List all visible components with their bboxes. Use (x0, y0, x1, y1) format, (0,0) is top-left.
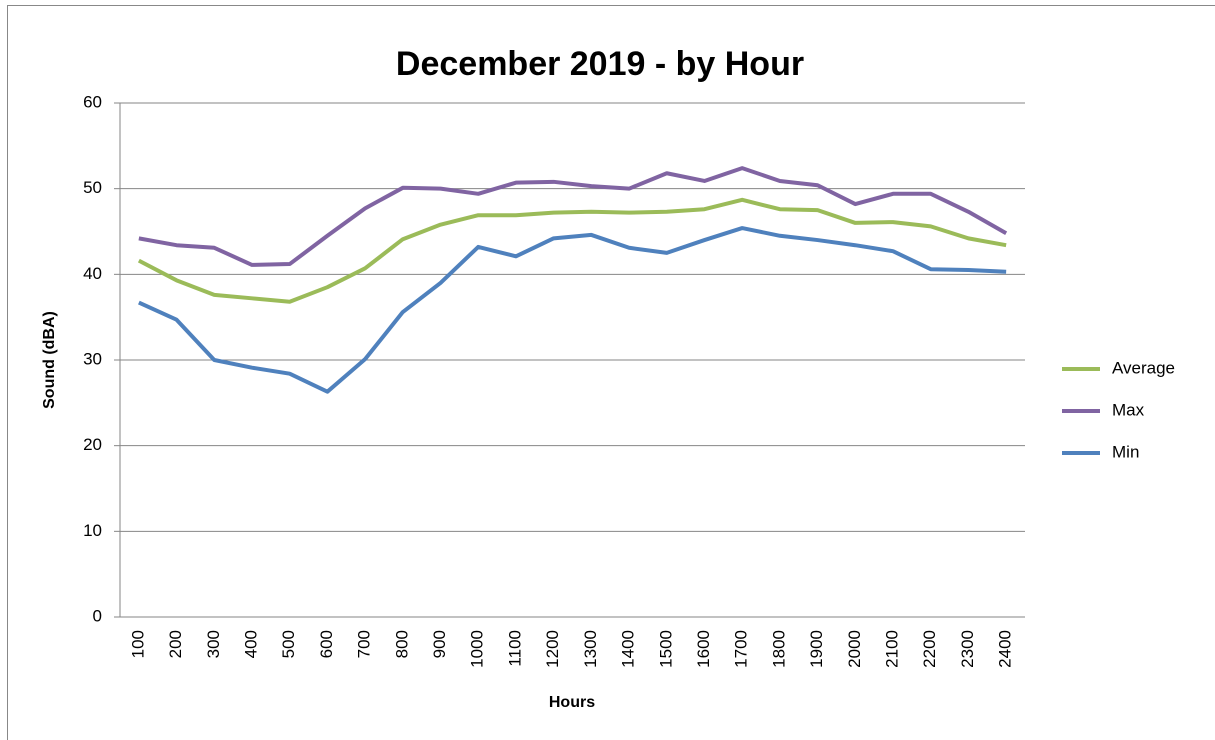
x-tick-label: 1600 (694, 630, 713, 668)
x-tick-label: 300 (204, 630, 223, 658)
x-tick-label: 200 (166, 630, 185, 658)
x-tick-label: 2400 (996, 630, 1015, 668)
y-tick-label: 10 (83, 521, 102, 540)
x-tick-label: 1900 (807, 630, 826, 668)
x-tick-label: 500 (279, 630, 298, 658)
x-tick-label: 1200 (543, 630, 562, 668)
y-tick-label: 60 (83, 92, 102, 111)
x-tick-label: 800 (392, 630, 411, 658)
x-tick-label: 900 (430, 630, 449, 658)
series-line (137, 197, 1007, 304)
x-tick-label: 2100 (883, 630, 902, 668)
legend-label: Min (1112, 442, 1139, 461)
series-line (138, 226, 1007, 394)
y-tick-label: 30 (83, 349, 102, 368)
x-tick-label: 700 (355, 630, 374, 658)
y-tick-label: 20 (83, 435, 102, 454)
x-tick-label: 2300 (958, 630, 977, 668)
x-axis-label: Hours (549, 694, 595, 711)
x-tick-label: 1100 (505, 630, 524, 667)
legend-label: Average (1112, 358, 1175, 377)
x-tick-label: 400 (241, 630, 260, 658)
x-tick-label: 1000 (468, 630, 487, 668)
series-line (138, 166, 1008, 267)
x-tick-label: 600 (317, 630, 336, 658)
chart-title: December 2019 - by Hour (396, 45, 804, 83)
x-tick-label: 1500 (656, 630, 675, 668)
y-tick-label: 50 (83, 178, 102, 197)
y-tick-label: 0 (93, 606, 102, 625)
x-tick-label: 1700 (732, 630, 751, 668)
y-axis-label: Sound (dBA) (41, 311, 58, 409)
y-tick-label: 40 (83, 264, 102, 283)
x-tick-label: 1400 (619, 630, 638, 668)
x-tick-label: 1300 (581, 630, 600, 668)
x-tick-label: 2200 (920, 630, 939, 668)
x-tick-label: 1800 (769, 630, 788, 668)
legend-label: Max (1112, 400, 1145, 419)
x-tick-label: 2000 (845, 630, 864, 668)
x-tick-label: 100 (128, 630, 147, 658)
